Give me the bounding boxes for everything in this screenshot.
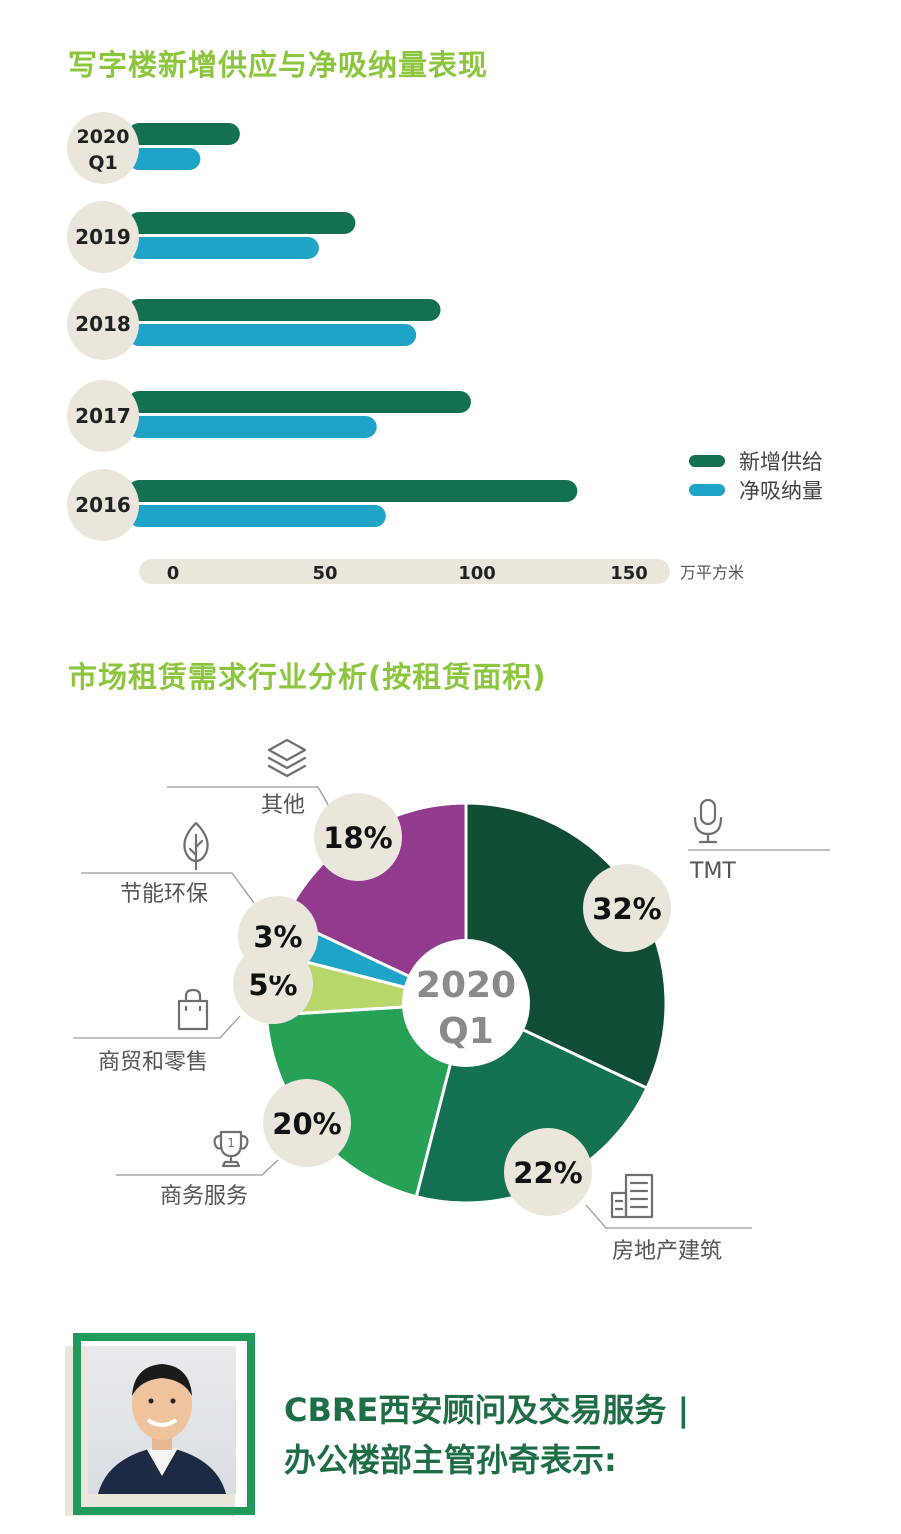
microphone-icon: [693, 798, 723, 844]
leader-line: [73, 1015, 241, 1039]
leader-line: [585, 1204, 752, 1229]
category-label: 2017: [75, 404, 131, 428]
leader-line: [81, 872, 255, 904]
legend-swatch: [689, 455, 725, 467]
x-tick-label: 150: [610, 563, 648, 584]
mic-stand: [693, 816, 723, 844]
bar-absorption: [128, 505, 386, 527]
legend-label: 新增供给: [739, 450, 823, 474]
bar-supply: [128, 391, 471, 413]
pie-center-quarter: Q1: [438, 1011, 494, 1052]
slice-category-label: 商务服务: [160, 1184, 248, 1209]
leaf-icon: [183, 821, 209, 871]
pie-chart-title: 市场租赁需求行业分析(按租赁面积): [68, 660, 547, 694]
pie-center-year: 2020: [416, 965, 516, 1006]
x-tick-label: 0: [167, 563, 180, 584]
layers-icon: [267, 738, 307, 778]
slice-category-label: 房地产建筑: [612, 1239, 722, 1264]
shopping-bag-icon: [177, 988, 209, 1031]
slice-category-label: TMT: [689, 859, 736, 884]
category-label: Q1: [88, 152, 117, 174]
percent-badge: [263, 1079, 351, 1167]
profile-heading: CBRE西安顾问及交易服务 | 办公楼部主管孙奇表示:: [284, 1385, 689, 1485]
category-label: 2018: [75, 312, 131, 336]
bar-chart-title: 写字楼新增供应与净吸纳量表现: [68, 48, 489, 82]
windows: [614, 1181, 649, 1211]
trophy-icon: 1: [213, 1130, 249, 1168]
bar-supply: [128, 480, 578, 502]
pie-center-hole: [402, 939, 530, 1067]
year-badge: [67, 380, 139, 452]
category-label: 2019: [75, 225, 131, 249]
profile-line-1: CBRE西安顾问及交易服务 |: [284, 1391, 690, 1429]
bar-absorption: [128, 148, 201, 170]
low-block: [610, 1191, 628, 1219]
layers: [267, 738, 307, 778]
x-axis-bar: [139, 559, 670, 584]
bag-body: [177, 999, 209, 1031]
profile-line-2: 办公楼部主管孙奇表示:: [284, 1441, 617, 1479]
bar-absorption: [128, 324, 417, 346]
category-label: 2016: [75, 493, 131, 517]
x-axis-unit: 万平方米: [680, 563, 744, 582]
leader-line: [116, 1159, 279, 1176]
tower: [624, 1173, 654, 1219]
bar-supply: [128, 299, 441, 321]
year-badge: [67, 201, 139, 273]
percent-label: 32%: [592, 892, 661, 926]
slice-category-label: 商贸和零售: [98, 1050, 208, 1075]
legend-swatch: [689, 484, 725, 496]
legend-label: 净吸纳量: [739, 479, 823, 503]
leader-line: [167, 786, 331, 809]
x-tick-label: 50: [312, 563, 337, 584]
portrait-photo: [88, 1346, 236, 1494]
bar-supply: [128, 123, 240, 145]
category-label: 2020: [77, 126, 130, 148]
slice-category-label: 节能环保: [120, 882, 208, 907]
slice-category-label: 其他: [261, 793, 305, 818]
percent-label: 20%: [272, 1107, 341, 1141]
x-tick-label: 100: [458, 563, 496, 584]
year-badge: [67, 288, 139, 360]
percent-label: 22%: [513, 1156, 582, 1190]
percent-badge: [238, 896, 318, 976]
year-badge: [67, 112, 139, 184]
year-badge: [67, 469, 139, 541]
bag-handle: [184, 988, 202, 1003]
bag-dots: [184, 1005, 202, 1012]
cup: [213, 1130, 249, 1168]
mic-head: [699, 798, 717, 826]
bar-supply: [128, 212, 356, 234]
percent-badge: [504, 1128, 592, 1216]
percent-label: 3%: [253, 920, 302, 954]
building-icon: [610, 1173, 654, 1219]
percent-label: 18%: [323, 821, 392, 855]
percent-badge: [583, 864, 671, 952]
trophy-number: 1: [227, 1136, 235, 1150]
percent-badge: [314, 793, 402, 881]
profile-frame-border: [73, 1333, 255, 1515]
bar-absorption: [128, 416, 377, 438]
bar-absorption: [128, 237, 319, 259]
leaf: [183, 821, 209, 871]
